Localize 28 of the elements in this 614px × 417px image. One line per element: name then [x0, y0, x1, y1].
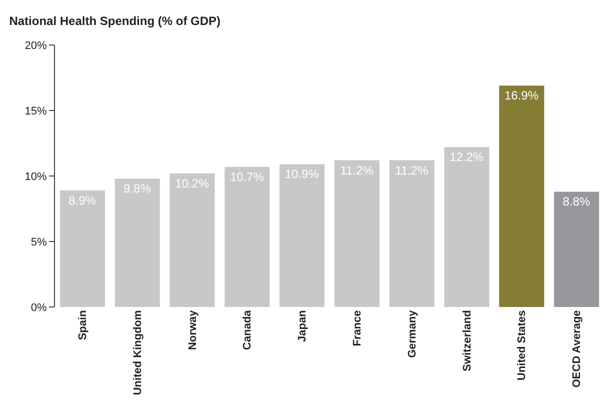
bar: [554, 192, 600, 307]
bar: [60, 190, 105, 307]
y-tick-label: 0%: [30, 302, 48, 314]
data-label: 8.8%: [562, 194, 590, 209]
bar: [499, 86, 544, 307]
y-tick-label: 15%: [24, 105, 48, 118]
bar: [170, 173, 215, 307]
bar: [224, 166, 270, 307]
x-tick-label: Switzerland: [461, 310, 474, 372]
x-tick-label: Germany: [406, 309, 418, 358]
x-tick-label: OECD Average: [571, 310, 584, 388]
bar: [280, 164, 325, 307]
x-tick-label: United Kingdom: [132, 310, 144, 396]
x-tick-label: Spain: [77, 310, 90, 340]
y-tick-label: 5%: [30, 236, 48, 248]
data-label: 16.9%: [504, 88, 539, 103]
chart-title: National Health Spending (% of GDP): [9, 14, 221, 28]
x-tick-label: Canada: [242, 309, 254, 350]
x-tick-label: United States: [516, 310, 528, 380]
x-tick-label: Japan: [296, 310, 309, 342]
bar: [114, 178, 160, 307]
bar: [444, 147, 490, 307]
y-tick-label: 20%: [24, 40, 48, 52]
x-tick-label: France: [352, 310, 364, 346]
x-tick-label: Norway: [186, 309, 199, 350]
bar: [389, 160, 434, 307]
y-tick-label: 10%: [24, 170, 48, 183]
bar: [334, 160, 380, 307]
